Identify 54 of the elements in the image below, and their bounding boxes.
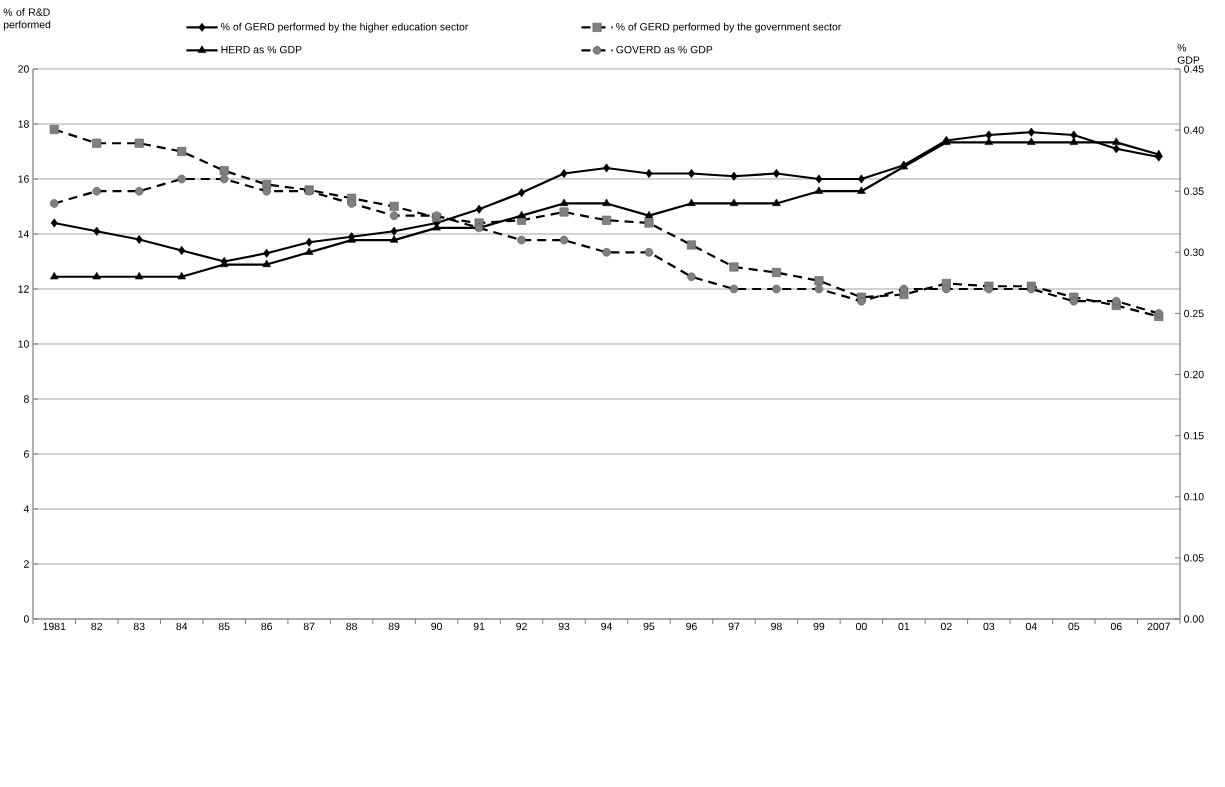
y2-tick-label: 0.20	[1184, 370, 1204, 379]
y2-tick-label: 0.25	[1184, 309, 1204, 318]
y-tick-label: 4	[23, 505, 30, 513]
x-tick-label: 93	[558, 622, 570, 631]
x-tick-label: 96	[686, 622, 697, 631]
x-tick-label: 83	[133, 622, 145, 631]
x-tick-label: 97	[728, 622, 740, 631]
x-tick-label: 89	[388, 622, 400, 631]
x-tick-label: 94	[601, 622, 613, 631]
y-tick-label: 18	[18, 120, 29, 128]
y-tick-label: 2	[24, 560, 29, 568]
legend-label: % of GERD performed by the higher education sector	[221, 22, 469, 33]
x-tick-label: 02	[940, 622, 952, 631]
x-tick-label: 88	[346, 622, 357, 631]
y2-tick-label: 0.30	[1184, 248, 1204, 257]
x-tick-label: 06	[1110, 622, 1122, 631]
x-tick-label: 95	[643, 622, 655, 631]
y2-tick-label: 0.35	[1184, 187, 1204, 195]
y2-tick-label: 0.05	[1184, 554, 1204, 562]
y-axis-title: % of R&D performed	[3, 8, 51, 31]
y-tick-label: 20	[18, 65, 29, 73]
y-tick-label: 8	[23, 395, 29, 403]
y-tick-label: 6	[24, 450, 29, 458]
x-tick-label: 86	[261, 622, 273, 631]
legend-label: GOVERD as % GDP	[616, 45, 713, 54]
x-tick-label: 03	[983, 622, 995, 631]
x-tick-label: 01	[898, 622, 910, 631]
x-tick-label: 82	[91, 622, 103, 631]
x-tick-label: 98	[771, 622, 782, 631]
y-tick-label: 0	[23, 615, 29, 623]
x-tick-label: 1981	[43, 622, 66, 631]
x-tick-label: 90	[431, 622, 442, 631]
legend-label: HERD as % GDP	[221, 45, 302, 54]
y-tick-label: 10	[18, 340, 29, 348]
legend-label: % of GERD performed by the government sector	[616, 22, 842, 33]
x-tick-label: 2007	[1147, 622, 1170, 631]
y2-tick-label: 0.40	[1184, 126, 1204, 134]
x-tick-label: 87	[303, 622, 315, 631]
y-tick-label: 16	[18, 175, 29, 183]
x-tick-label: 91	[473, 622, 485, 631]
x-tick-label: 04	[1025, 622, 1037, 631]
y2-tick-label: 0.45	[1184, 65, 1204, 73]
x-tick-label: 84	[176, 622, 188, 631]
x-tick-label: 05	[1068, 622, 1080, 631]
y2-tick-label: 0.10	[1184, 493, 1204, 501]
y-tick-label: 14	[18, 230, 29, 238]
x-tick-label: 00	[855, 622, 867, 631]
y2-axis-title: % GDP	[1177, 43, 1200, 64]
y2-tick-label: 0.15	[1184, 431, 1204, 440]
x-tick-label: 99	[813, 622, 825, 631]
y-tick-label: 12	[18, 285, 29, 293]
x-tick-label: 85	[218, 622, 230, 631]
y2-tick-label: 0.00	[1184, 615, 1204, 623]
x-tick-label: 92	[516, 622, 527, 631]
